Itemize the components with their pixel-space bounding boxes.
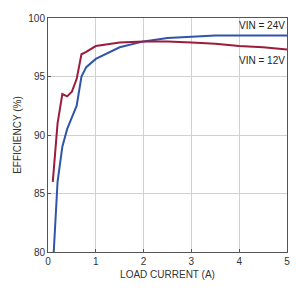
svg-text:85: 85 [34, 188, 46, 199]
svg-text:3: 3 [189, 256, 195, 267]
svg-text:2: 2 [141, 256, 147, 267]
svg-text:VIN = 12V: VIN = 12V [239, 55, 285, 66]
svg-text:1: 1 [93, 256, 99, 267]
svg-text:VIN = 24V: VIN = 24V [239, 20, 285, 31]
svg-text:0: 0 [45, 256, 51, 267]
svg-text:4: 4 [236, 256, 242, 267]
svg-text:EFFICIENCY (%): EFFICIENCY (%) [12, 96, 23, 174]
svg-text:LOAD CURRENT (A): LOAD CURRENT (A) [120, 269, 215, 280]
svg-text:80: 80 [34, 247, 46, 258]
svg-text:5: 5 [284, 256, 290, 267]
svg-text:95: 95 [34, 71, 46, 82]
svg-text:90: 90 [34, 130, 46, 141]
svg-text:100: 100 [28, 13, 45, 24]
